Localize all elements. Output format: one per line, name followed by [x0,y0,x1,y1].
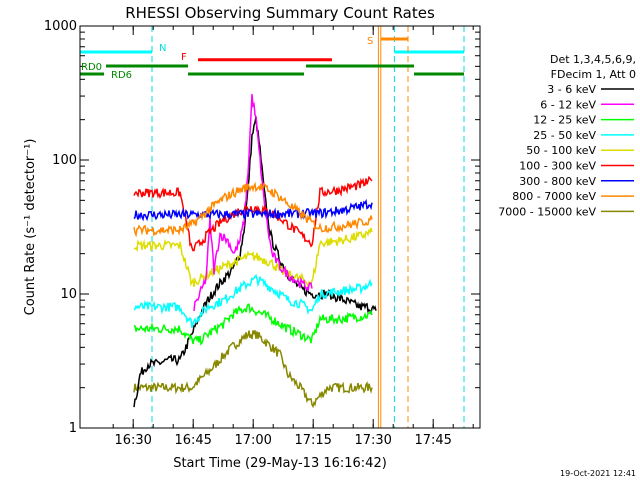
legend-label: 12 - 25 keV [533,114,596,127]
flag-label-rd0: RD0 [81,62,102,73]
axes-layer: 1 10 100 1000 16:30 16:45 17:00 17:15 17:30 17:45 [44,19,480,448]
series-line-0 [133,116,377,408]
series-line-6 [133,198,373,222]
chart-title: RHESSI Observing Summary Count Rates [125,4,435,22]
plot-frame [79,25,481,429]
flags-layer [80,26,465,428]
series-layer [133,94,377,409]
y-tick-label: 1 [69,421,77,436]
series-line-4 [133,227,373,289]
legend-label: 3 - 6 keV [547,83,596,96]
x-tick-label: 16:30 [114,433,151,448]
series-line-8 [133,330,373,409]
legend-label: 6 - 12 keV [540,98,596,111]
x-tick-label: 17:15 [294,433,331,448]
series-line-5 [133,175,373,252]
series-line-3 [133,273,373,329]
y-tick-label: 100 [52,153,77,168]
flag-label-night: N [159,43,166,54]
footer-date: 19-Oct-2021 12:41 [560,469,636,478]
legend-header-2: FDecim 1, Att 0 [551,68,636,81]
legend-label: 7000 - 15000 keV [498,205,596,218]
legend: Det 1,3,4,5,6,9, FDecim 1, Att 0 3 - 6 k… [498,53,636,218]
flag-labels: N F S RD0 RD6 [81,36,373,81]
x-tick-label: 17:30 [354,433,391,448]
series-line-1 [193,94,313,312]
legend-label: 50 - 100 keV [526,144,596,157]
x-axis-label: Start Time (29-May-13 16:16:42) [173,456,387,471]
flag-label-saa: S [367,36,373,47]
y-tick-label: 1000 [44,19,77,34]
y-tick-label: 10 [60,287,77,302]
legend-label: 25 - 50 keV [533,129,596,142]
flag-label-flare: F [181,52,187,63]
flag-label-rd6: RD6 [111,70,132,81]
legend-label: 800 - 7000 keV [512,190,596,203]
series-line-7 [133,181,373,238]
x-tick-label: 17:45 [414,433,451,448]
series-line-2 [133,303,373,346]
x-tick-label: 17:00 [234,433,271,448]
x-tick-label: 16:45 [174,433,211,448]
y-axis-label: Count Rate (s⁻¹ detector⁻¹) [23,139,38,316]
legend-label: 300 - 800 keV [519,175,596,188]
legend-label: 100 - 300 keV [519,160,596,173]
legend-header-1: Det 1,3,4,5,6,9, [550,53,636,66]
